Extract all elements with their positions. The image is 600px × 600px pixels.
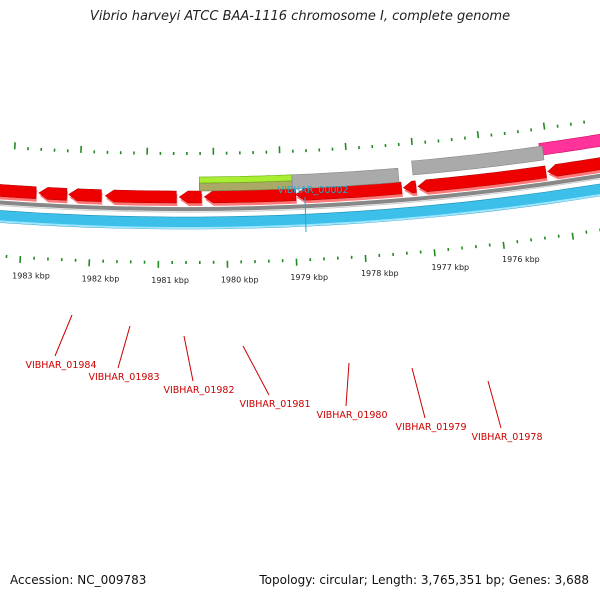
- leader-line: [242, 345, 270, 396]
- grey-feature-2: [411, 145, 545, 176]
- leader-line: [487, 380, 502, 429]
- scale-label: 1977 kbp: [431, 263, 469, 272]
- scale-label: 1978 kbp: [361, 269, 399, 278]
- grey-feature-1: [291, 167, 400, 190]
- major-tick: [433, 249, 436, 257]
- gene-arrow-9: [417, 165, 547, 192]
- scale-label: 1982 kbp: [82, 275, 120, 284]
- scale-label: 1980 kbp: [221, 275, 259, 284]
- inner-major-tick: [542, 122, 546, 130]
- pink-feature: [538, 133, 600, 156]
- major-tick: [571, 232, 575, 240]
- scale-label: 1976 kbp: [502, 255, 540, 264]
- minor-tick: [585, 230, 588, 234]
- gene-label-vibhar-01978: VIBHAR_01978: [471, 432, 542, 443]
- gene-label-vibhar-01982: VIBHAR_01982: [163, 385, 234, 396]
- scale-label: 1983 kbp: [12, 272, 50, 281]
- inner-major-tick: [410, 137, 413, 145]
- gene-arrow-3: [68, 188, 102, 202]
- leader-line: [117, 325, 131, 369]
- map-title: Vibrio harveyi ATCC BAA-1116 chromosome …: [89, 9, 511, 24]
- leader-line: [345, 362, 350, 407]
- gene-label-vibhar-01984: VIBHAR_01984: [25, 360, 96, 371]
- inner-minor-tick: [569, 122, 572, 126]
- gene-label-vibhar-01980: VIBHAR_01980: [316, 410, 387, 421]
- scale-label: 1981 kbp: [151, 276, 189, 285]
- scale-label: 1979 kbp: [290, 273, 328, 282]
- accession-label: Accession: NC_009783: [10, 573, 147, 587]
- inner-major-tick: [476, 130, 480, 139]
- backbone-line: [0, 173, 600, 212]
- forward-gene-highlight: [0, 194, 600, 229]
- major-tick: [502, 241, 505, 249]
- gene-arrow-8: [402, 180, 417, 194]
- gene-arrow-1: [0, 184, 37, 199]
- gene-label-vibhar-01979: VIBHAR_01979: [395, 422, 466, 433]
- gene-arrow-4: [104, 189, 177, 204]
- leader-line: [183, 335, 194, 382]
- gene-arrow-2: [38, 187, 68, 201]
- inner-major-tick: [344, 142, 347, 150]
- leader-line: [54, 314, 73, 357]
- leader-line: [304, 196, 307, 233]
- gene-label-vibhar-01983: VIBHAR_01983: [88, 372, 159, 383]
- gene-arrow-10: [547, 157, 600, 177]
- topology-label: Topology: circular; Length: 3,765,351 bp…: [259, 573, 589, 587]
- gene-label-vibhar-00002: VIBHAR_00002: [277, 185, 348, 196]
- gene-label-vibhar-01981: VIBHAR_01981: [239, 399, 310, 410]
- backbone-highlight: [0, 178, 600, 213]
- leader-line: [411, 367, 426, 419]
